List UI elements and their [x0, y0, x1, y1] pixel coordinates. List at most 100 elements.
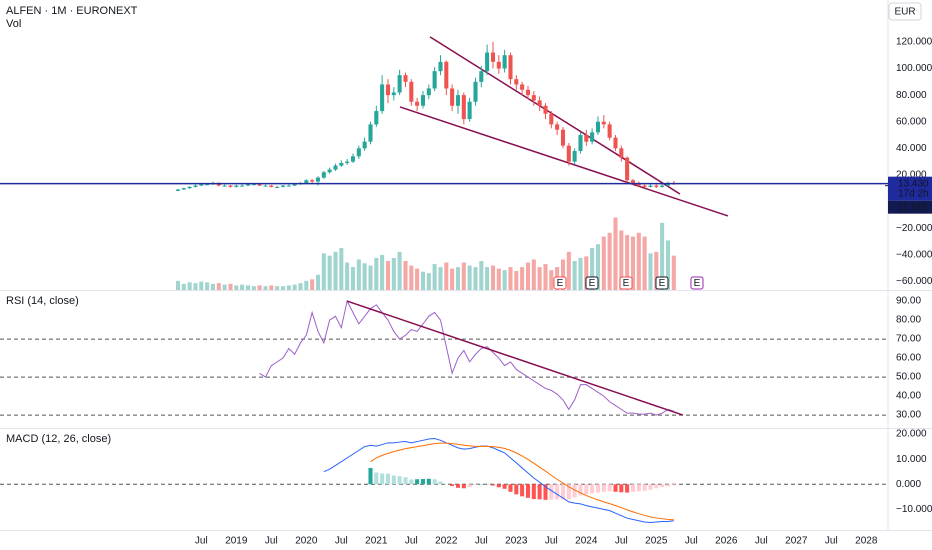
volume-bar [514, 270, 519, 290]
event-marker [585, 276, 599, 290]
candle-body [321, 172, 326, 178]
last-price-box [888, 176, 932, 201]
volume-bar [286, 285, 291, 290]
y-tick-label: 20.000 [896, 170, 927, 181]
candle-body [263, 185, 268, 187]
volume-bar [572, 261, 577, 290]
x-tick-label: Jul [195, 536, 208, 547]
candle-body [444, 61, 449, 89]
currency-label[interactable]: EUR [894, 7, 915, 18]
candle-body [310, 180, 315, 182]
candle-body [362, 141, 367, 149]
volume-bar [450, 268, 455, 290]
histogram-bar [630, 484, 636, 492]
volume-bar [566, 251, 571, 290]
event-marker [690, 276, 704, 290]
histogram-bar [555, 484, 560, 500]
volume-bar [245, 285, 251, 290]
y-tick-label: 40.00 [896, 391, 921, 402]
macd-title: MACD (12, 26, close) [6, 433, 111, 445]
x-tick-label: Jul [825, 536, 838, 547]
candle-body [199, 184, 204, 186]
x-tick-label: Jul [335, 536, 348, 547]
volume-bar [607, 232, 612, 290]
volume-bar [292, 284, 297, 290]
candle-body [345, 161, 350, 163]
volume-bar [339, 248, 344, 290]
volume-bar [467, 265, 472, 290]
volume-bar [508, 267, 513, 290]
histogram-bar [385, 473, 391, 485]
candle-body [286, 185, 291, 187]
histogram-bar [380, 473, 385, 485]
x-tick-label: Jul [265, 536, 278, 547]
event-label: E [589, 278, 596, 289]
candle-body [315, 177, 321, 182]
volume-bar [502, 270, 507, 290]
volume-bar [263, 286, 268, 290]
histogram-bar [461, 484, 466, 489]
histogram-bar [391, 475, 396, 485]
histogram-bar [467, 484, 472, 488]
candle-body [648, 185, 653, 187]
volume-bar [304, 280, 309, 290]
candle-body [525, 89, 531, 96]
currency-button[interactable] [888, 2, 922, 21]
histogram-bar [549, 484, 554, 500]
candle-body [555, 124, 560, 130]
x-tick-label: 2024 [575, 536, 598, 547]
volume-bar [654, 251, 659, 290]
y-tick-label: 120.000 [896, 37, 932, 48]
last-price-label: 13.430 [898, 178, 929, 189]
candle-body [228, 185, 233, 187]
histogram-bar [654, 484, 659, 489]
y-tick-label: 90.00 [896, 296, 921, 307]
volume-bar [543, 264, 548, 290]
y-tick-label: 70.00 [896, 334, 921, 345]
candle-body [461, 95, 466, 120]
histogram-bar [514, 484, 519, 495]
volume-bar [665, 240, 671, 290]
y-tick-label: −40.000 [896, 249, 932, 260]
volume-bar [199, 281, 204, 290]
volume-bar [461, 262, 466, 290]
candle-body [397, 75, 402, 93]
candle-body [572, 150, 577, 162]
trend-line [346, 300, 684, 416]
y-tick-label: 10.000 [896, 454, 927, 465]
volume-bar [315, 274, 321, 290]
candle-body [391, 92, 396, 96]
y-tick-label: −20.000 [896, 223, 932, 234]
volume-bar [584, 256, 589, 290]
candle-body [473, 81, 478, 102]
candle-body [566, 145, 571, 162]
candle-body [543, 105, 548, 114]
histogram-bar [636, 484, 641, 492]
volume-bar [397, 251, 402, 290]
volume-bar [438, 267, 443, 290]
candle-body [508, 55, 513, 80]
candle-body [426, 88, 431, 96]
volume-bar [181, 283, 186, 290]
volume-bar [619, 230, 624, 290]
y-tick-label: 50.00 [896, 372, 921, 383]
volume-bar [531, 259, 536, 290]
candle-body [292, 184, 297, 186]
candle-body [642, 185, 647, 187]
volume-bar [426, 273, 431, 290]
volume-bar [595, 244, 601, 290]
volume-bar [228, 283, 233, 290]
candle-body [654, 185, 659, 187]
histogram-bar [660, 484, 665, 488]
x-tick-label: 2028 [855, 536, 878, 547]
candle-body [257, 184, 262, 186]
candle-body [415, 101, 420, 106]
candle-body [280, 185, 286, 187]
volume-bar [350, 267, 356, 290]
candle-body [245, 184, 251, 186]
x-tick-label: Jul [405, 536, 418, 547]
histogram-bar [595, 484, 601, 493]
y-tick-label: 20.000 [896, 429, 927, 440]
candle-body [496, 61, 501, 69]
